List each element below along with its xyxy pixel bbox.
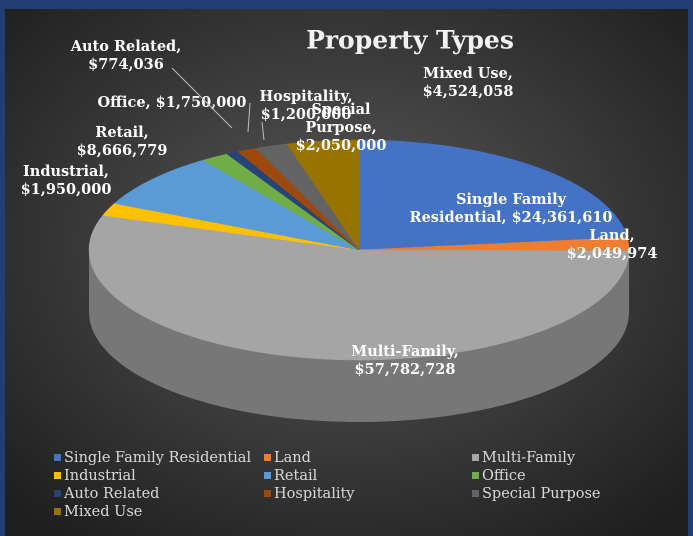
leader-line — [247, 102, 251, 133]
legend-swatch — [472, 490, 479, 497]
legend-label: Hospitality — [274, 486, 355, 502]
data-label: $4,524,058 — [423, 83, 514, 100]
data-label: $2,050,000 — [296, 137, 387, 154]
data-label: $8,666,779 — [77, 142, 168, 159]
slice — [113, 159, 360, 251]
data-label: Retail, — [95, 124, 148, 141]
legend-label: Retail — [274, 468, 318, 484]
data-label: Purpose, — [305, 119, 376, 136]
legend-label: Land — [274, 450, 311, 466]
slice — [286, 139, 360, 251]
legend-swatch — [54, 454, 61, 461]
data-label: Land, — [589, 227, 634, 244]
legend-swatch — [54, 508, 61, 515]
legend-label: Multi-Family — [482, 450, 576, 466]
data-label: Single Family — [456, 191, 567, 208]
legend-label: Auto Related — [63, 486, 159, 502]
data-label: Office, $1,750,000 — [97, 94, 246, 111]
data-label: $1,950,000 — [21, 181, 112, 198]
leader-line — [171, 67, 233, 129]
data-label: $57,782,728 — [355, 361, 456, 378]
leader-line — [261, 121, 265, 141]
legend-swatch — [472, 454, 479, 461]
legend-label: Office — [482, 468, 526, 484]
data-label: Hospitality, — [259, 88, 352, 105]
data-label: Industrial, — [23, 163, 109, 180]
slice — [88, 215, 630, 361]
data-label: Residential, $24,361,610 — [410, 209, 613, 226]
chart-title: Property Types — [306, 26, 514, 55]
data-label: Auto Related, — [70, 38, 182, 55]
data-label: Special — [311, 101, 371, 118]
legend-swatch — [264, 454, 271, 461]
data-label: $2,049,974 — [567, 245, 658, 262]
data-label: Mixed Use, — [423, 65, 513, 82]
legend-swatch — [54, 490, 61, 497]
legend-label: Special Purpose — [482, 486, 601, 502]
slice — [102, 203, 360, 251]
data-label: Multi-Family, — [351, 343, 459, 360]
legend-swatch — [54, 472, 61, 479]
data-label: $1,200,000 — [261, 106, 352, 123]
slice — [358, 139, 628, 251]
data-label: $774,036 — [88, 56, 164, 73]
legend-swatch — [264, 490, 271, 497]
legend-label: Mixed Use — [64, 504, 142, 520]
legend-swatch — [472, 472, 479, 479]
slice-side — [89, 250, 629, 422]
slice — [358, 237, 630, 252]
legend-swatch — [264, 472, 271, 479]
legend-label: Single Family Residential — [64, 450, 251, 466]
legend-label: Industrial — [64, 468, 136, 484]
slice — [255, 143, 360, 251]
